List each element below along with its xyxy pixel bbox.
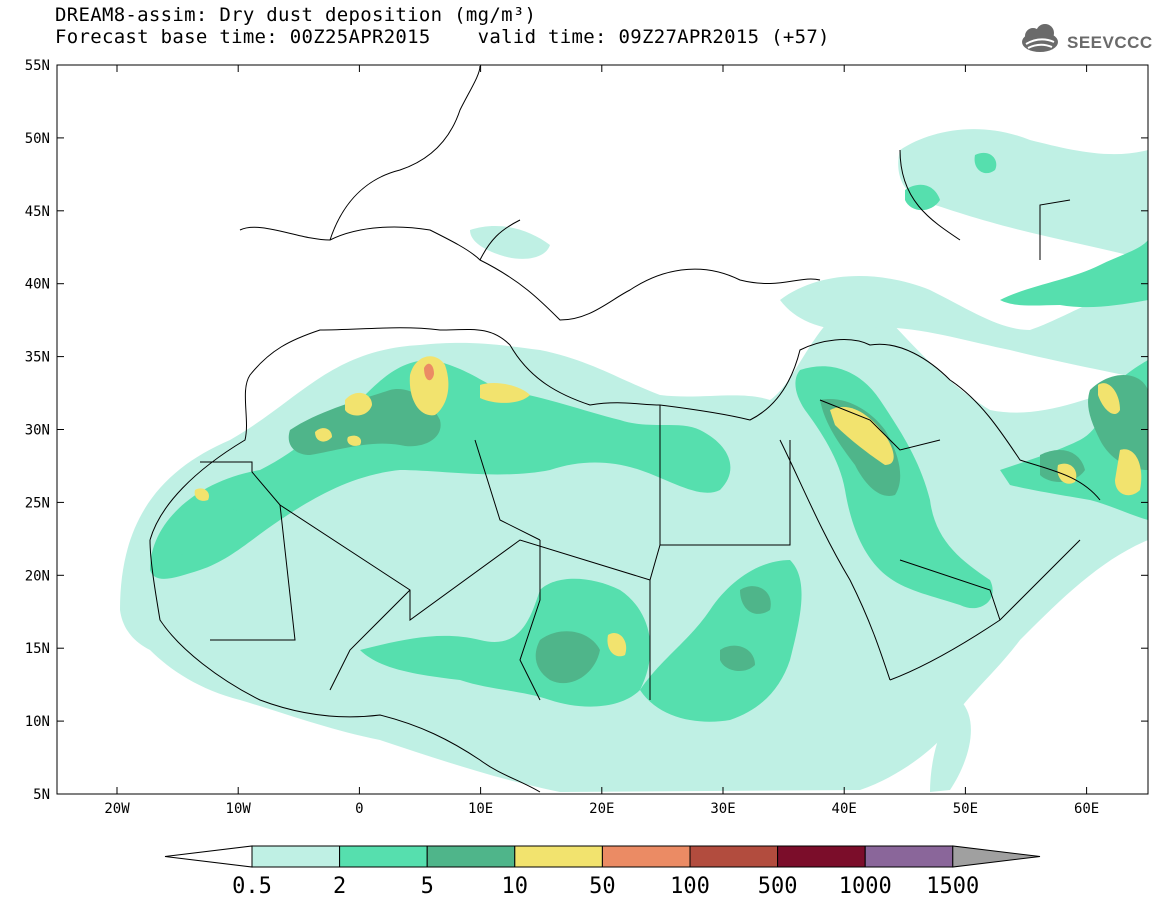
lat-label: 25N [25, 495, 50, 511]
lon-label: 20E [589, 801, 614, 817]
logo-text: SEEVCCC [1067, 33, 1153, 52]
lat-label: 20N [25, 568, 50, 584]
colorbar-swatch [689, 845, 779, 868]
colorbar-label: 500 [758, 874, 798, 899]
colorbar: 0.5 2 5 10 50 100 500 1000 1500 [164, 845, 1041, 899]
dust-fields [120, 129, 1148, 792]
coastlines [149, 65, 1101, 793]
colorbar-swatch [601, 845, 691, 868]
lat-label: 10N [25, 714, 50, 730]
lat-label: 45N [25, 204, 50, 220]
colorbar-swatch [864, 845, 954, 868]
lat-label: 50N [25, 131, 50, 147]
colorbar-label: 100 [670, 874, 710, 899]
lon-label: 30E [710, 801, 735, 817]
colorbar-label: 0.5 [232, 874, 272, 899]
dust-level-orange [424, 363, 434, 381]
base-time-label: Forecast base time: 00Z25APR2015 [55, 26, 431, 48]
lat-label: 55N [25, 58, 50, 74]
seevccc-logo [1022, 24, 1058, 52]
cloud-icon [1022, 24, 1058, 52]
colorbar-label: 50 [589, 874, 616, 899]
country-borders [200, 399, 1001, 701]
colorbar-swatch [514, 845, 603, 868]
lat-label: 40N [25, 277, 50, 293]
longitude-axis: 20W 10W 0 10E 20E 30E 40E 50E 60E [104, 65, 1099, 817]
colorbar-label: 1500 [926, 874, 979, 899]
colorbar-swatch [426, 845, 516, 868]
colorbar-swatch [777, 845, 866, 868]
colorbar-label: 5 [421, 874, 434, 899]
map-title: DREAM8-assim: Dry dust deposition (mg/m³… [55, 4, 537, 26]
colorbar-label: 2 [333, 874, 346, 899]
colorbar-swatch [251, 845, 341, 868]
latitude-axis: 55N 50N 45N 40N 35N 30N 25N 20N 15N 10N 5N [25, 58, 1148, 803]
lat-label: 5N [33, 787, 50, 803]
colorbar-swatch [339, 845, 428, 868]
lon-label: 40E [832, 801, 857, 817]
colorbar-label: 10 [502, 874, 529, 899]
lat-label: 30N [25, 423, 50, 439]
colorbar-label: 1000 [839, 874, 892, 899]
colorbar-over-arrow [952, 845, 1041, 868]
lon-label: 60E [1074, 801, 1099, 817]
lat-label: 35N [25, 350, 50, 366]
valid-time-label: valid time: 09Z27APR2015 (+57) [477, 26, 830, 48]
lon-label: 0 [355, 801, 363, 817]
dust-level-yellow [194, 356, 1142, 657]
lat-label: 15N [25, 641, 50, 657]
lon-label: 10E [468, 801, 493, 817]
colorbar-under-arrow [164, 845, 253, 868]
forecast-times: Forecast base time: 00Z25APR2015 valid t… [55, 26, 830, 48]
lon-label: 20W [104, 801, 130, 817]
lon-label: 50E [953, 801, 978, 817]
lon-label: 10W [226, 801, 252, 817]
